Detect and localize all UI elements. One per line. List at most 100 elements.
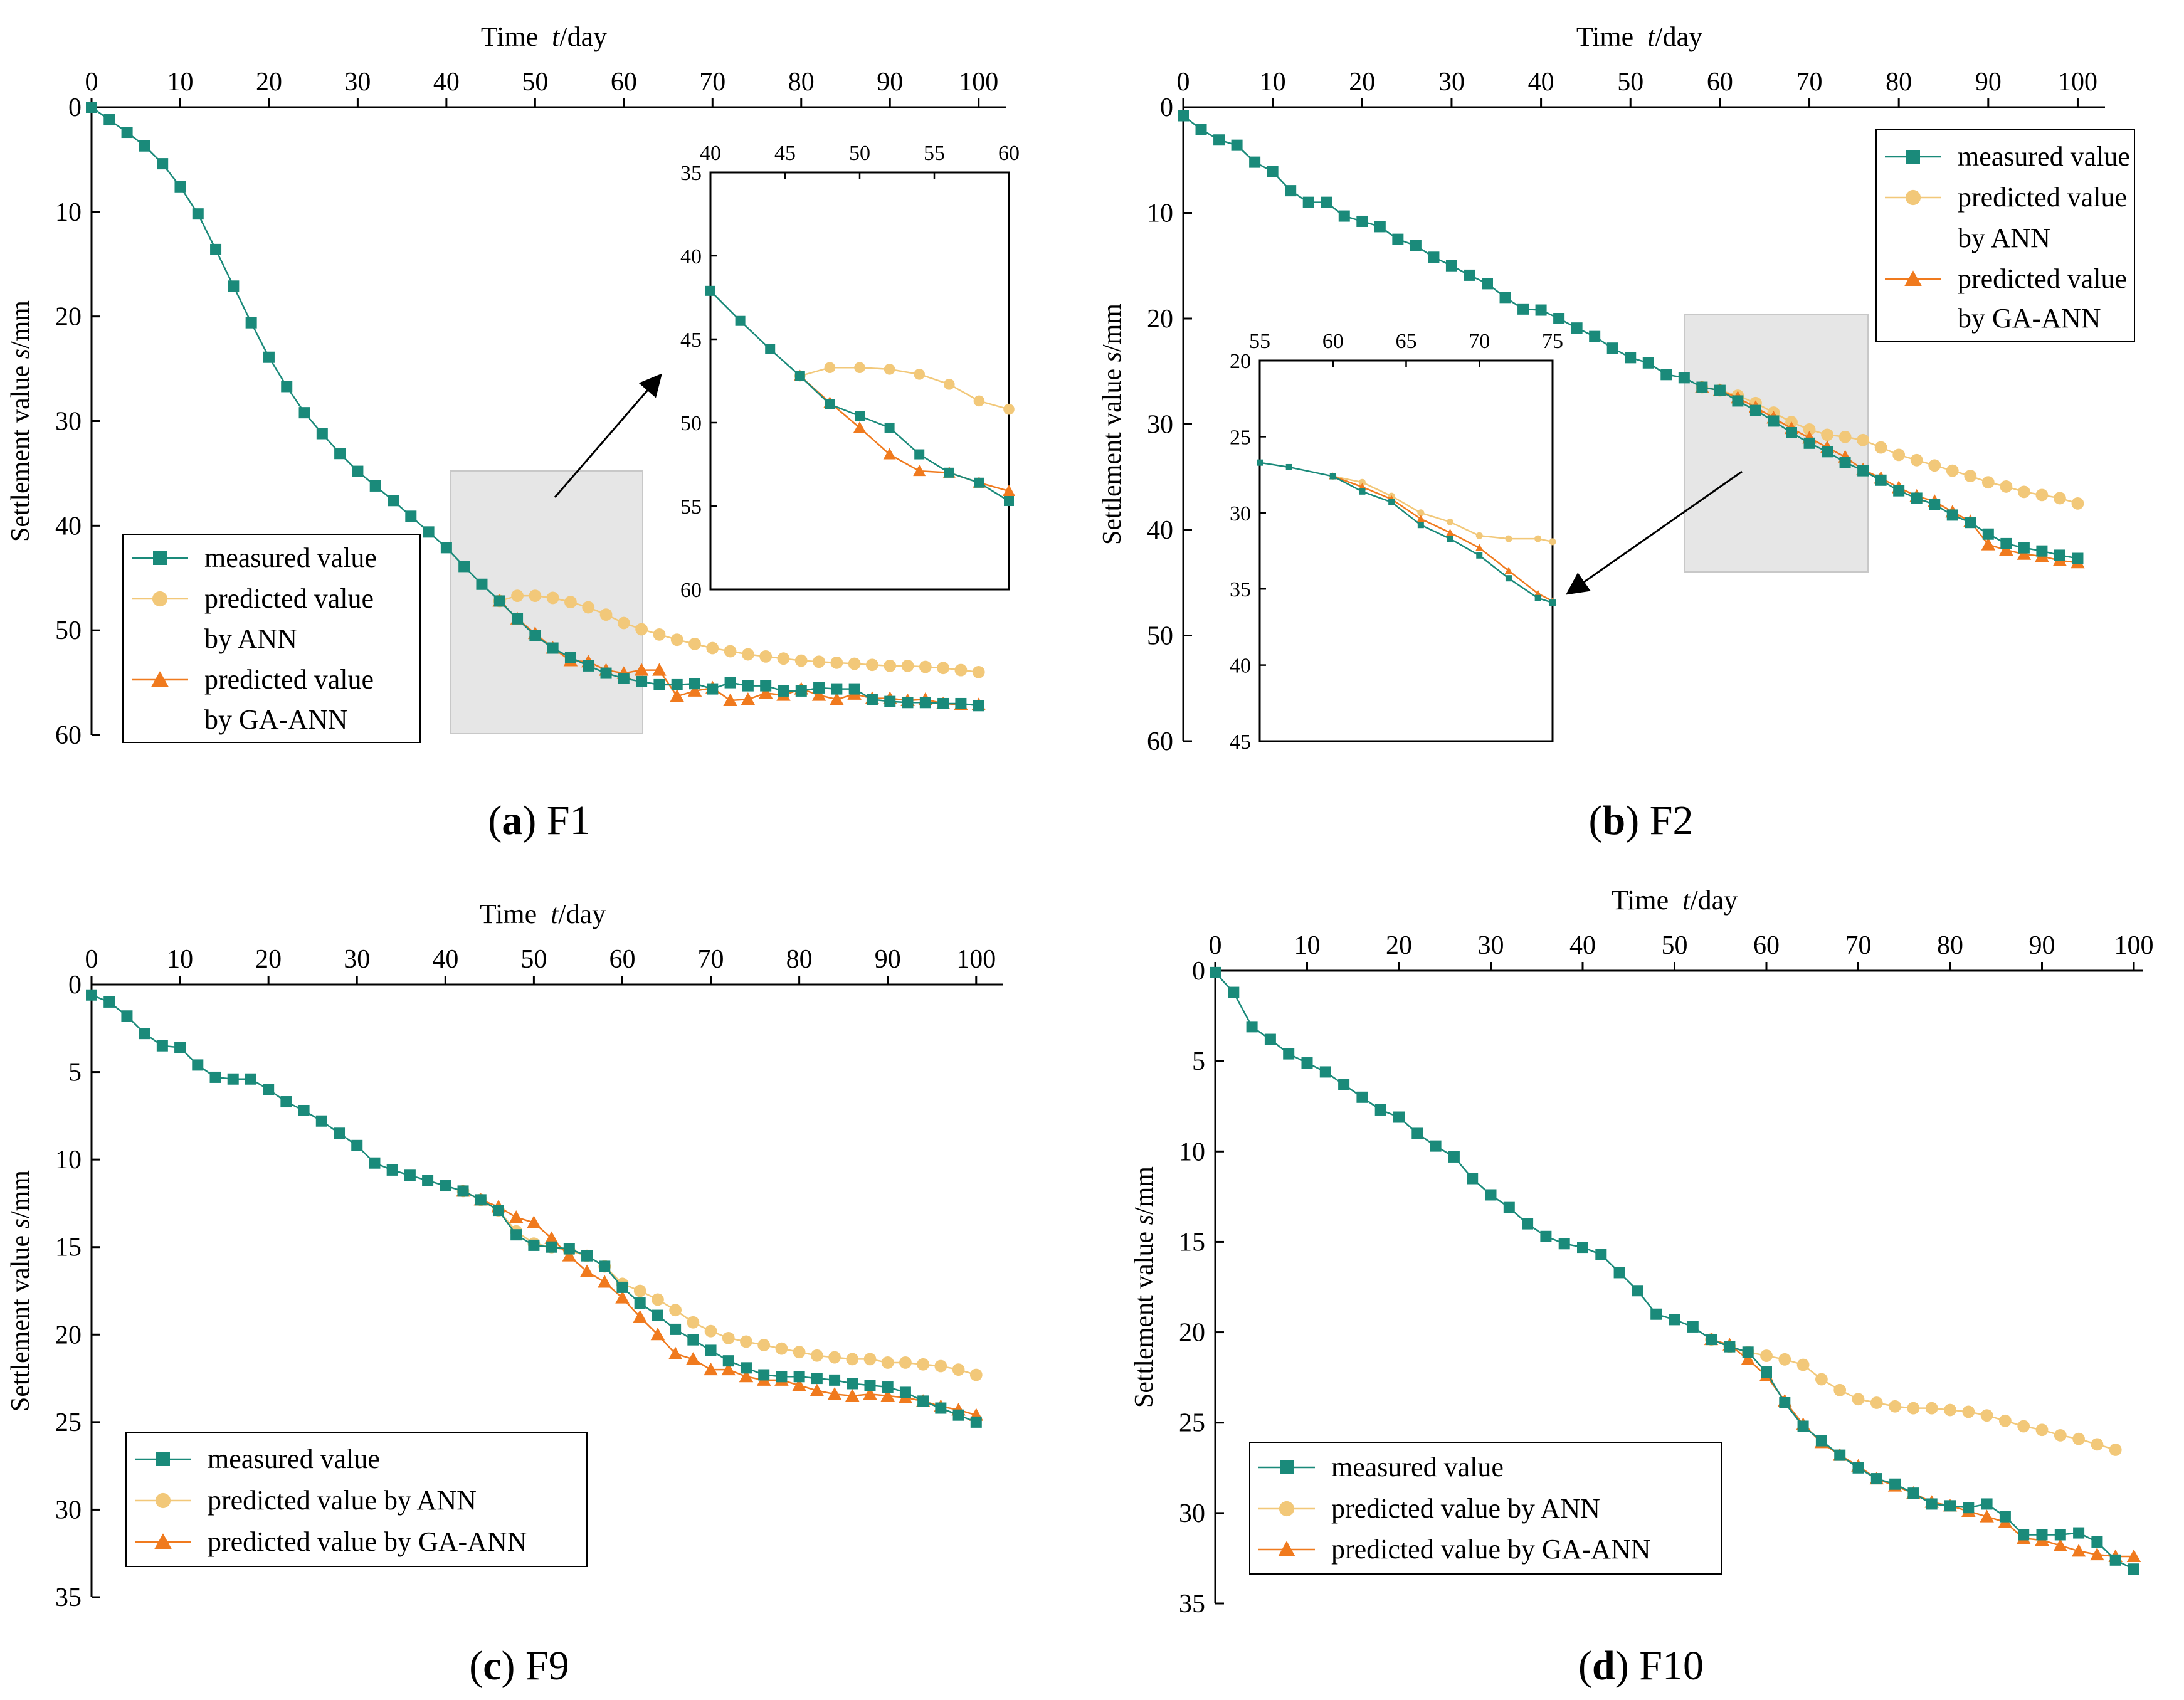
data-point-ga_ann [652, 663, 667, 676]
data-point-ann [2017, 485, 2030, 499]
data-point-measured [652, 1309, 663, 1321]
y-tick-label: 20 [55, 303, 82, 332]
data-point-measured [2036, 545, 2048, 557]
data-point-ann [793, 1346, 806, 1359]
x-tick-label: 10 [1260, 68, 1286, 97]
data-point-ga_ann [615, 1291, 630, 1304]
inset-point-measured [735, 315, 746, 326]
data-point-ann [884, 659, 897, 672]
x-tick-label: 70 [1845, 931, 1872, 960]
data-point-measured [2091, 1536, 2103, 1548]
x-tick-label: 60 [1707, 68, 1733, 97]
x-tick-label: 60 [1753, 931, 1780, 960]
data-point-measured [192, 208, 204, 220]
series-ann [1705, 1333, 2122, 1456]
data-point-ga_ann [811, 688, 826, 701]
data-point-measured [831, 683, 843, 695]
legend-label: by ANN [204, 623, 297, 654]
y-tick-label: 50 [1147, 622, 1173, 651]
y-axis-title-unit: /mm [1130, 1166, 1159, 1215]
data-point-ga_ann [509, 1210, 524, 1223]
data-point-ga_ann [721, 1362, 736, 1376]
data-point-measured [209, 1071, 221, 1083]
x-axis-title-text: Time [480, 899, 537, 929]
inset-point-measured [1505, 575, 1512, 582]
data-point-measured [2054, 549, 2065, 561]
x-axis-title: Time t/day [1612, 885, 1738, 916]
legend-label: by GA-ANN [204, 704, 348, 735]
x-tick-label: 20 [1386, 931, 1412, 960]
data-point-measured [529, 630, 541, 641]
data-point-measured [1669, 1314, 1680, 1326]
x-axis-title: Time t/day [481, 21, 607, 52]
x-tick-label: 70 [1796, 68, 1823, 97]
data-point-measured [866, 694, 878, 705]
data-point-ann [688, 637, 701, 650]
data-point-measured [758, 1369, 770, 1381]
data-point-measured [2072, 552, 2084, 564]
data-point-measured [1786, 426, 1797, 438]
data-point-ann [617, 616, 630, 630]
data-point-measured [351, 1139, 363, 1151]
inset-point-measured [765, 344, 776, 354]
data-point-measured [457, 1185, 469, 1197]
data-point-ga_ann [633, 1310, 647, 1323]
inset-point-measured [794, 371, 805, 381]
data-point-measured [899, 1386, 911, 1398]
data-point-measured [1732, 395, 1744, 407]
data-point-measured [1632, 1285, 1643, 1297]
data-point-measured [705, 1344, 717, 1356]
x-tick-label: 0 [85, 945, 98, 974]
data-point-measured [919, 697, 931, 709]
data-point-measured [263, 1084, 275, 1095]
legend-symbol-ann [152, 591, 168, 607]
data-point-measured [917, 1395, 929, 1407]
data-point-measured [1944, 1500, 1956, 1512]
inset-y-tick-label: 40 [1230, 655, 1251, 678]
x-tick-label: 40 [1569, 931, 1596, 960]
data-point-measured [1321, 196, 1332, 208]
data-point-measured [795, 685, 807, 697]
y-tick-label: 15 [55, 1233, 82, 1262]
data-point-measured [1779, 1397, 1791, 1409]
data-point-measured [1893, 485, 1905, 497]
legend-symbol-measured [1280, 1460, 1294, 1474]
data-point-measured [1374, 221, 1386, 233]
x-tick-label: 100 [959, 68, 998, 97]
data-point-ga_ann [2126, 1549, 2141, 1563]
data-point-measured [864, 1380, 876, 1391]
inset-y-tick-label: 55 [680, 495, 702, 519]
data-point-measured [1411, 1127, 1423, 1139]
data-point-ann [722, 1331, 735, 1344]
data-point-ann [1946, 464, 1959, 477]
data-point-ga_ann [579, 1264, 594, 1277]
inset-source-region [1684, 314, 1869, 573]
data-point-ga_ann [723, 693, 737, 706]
series-measured [1210, 966, 2139, 1575]
data-point-measured [1410, 240, 1422, 251]
x-axis-title-text: Time [1612, 885, 1669, 916]
inset-point-ann [1505, 535, 1512, 542]
y-axis-title-text: Settlement value [1098, 362, 1127, 545]
x-tick-label: 30 [1478, 931, 1504, 960]
data-point-measured [510, 1229, 522, 1241]
data-point-measured [760, 680, 772, 692]
data-point-ann [881, 1356, 894, 1369]
data-point-measured [2018, 542, 2030, 554]
data-point-ann [846, 1353, 859, 1366]
x-axis-title-var: t [551, 899, 559, 929]
x-tick-label: 50 [1617, 68, 1643, 97]
data-point-measured [2109, 1554, 2121, 1566]
inset-y-tick-label: 25 [1230, 426, 1251, 449]
data-point-measured [1522, 1218, 1534, 1230]
x-axis-title-unit: /day [1655, 21, 1702, 52]
caption-letter-bold: a [502, 798, 522, 843]
legend-symbol-measured [153, 551, 167, 565]
legend: measured value predicted value by ANN pred… [125, 1432, 588, 1567]
data-point-measured [1264, 1033, 1276, 1045]
data-point-measured [1803, 437, 1815, 449]
series-measured [86, 989, 982, 1428]
data-point-ga_ann [704, 1362, 718, 1376]
inset-series-measured [705, 285, 1014, 507]
